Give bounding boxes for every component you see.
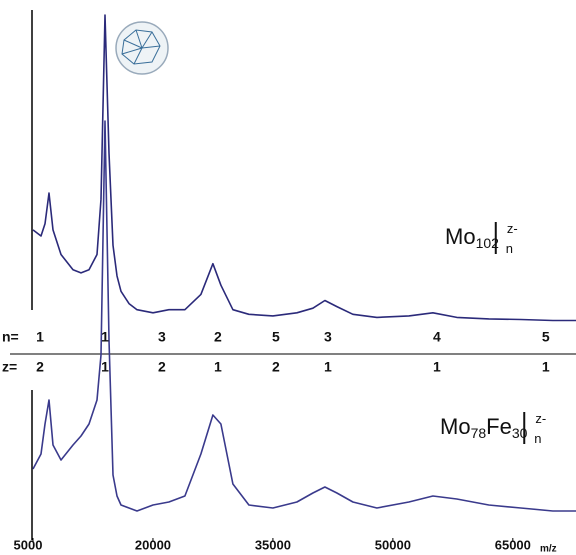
z-label: 2	[272, 359, 280, 375]
n-label: 4	[433, 329, 441, 345]
spectrum-line	[32, 14, 576, 322]
formula-part: Mo	[440, 414, 471, 439]
z-row-label: z=	[2, 359, 17, 375]
x-tick-label: 35000	[255, 537, 291, 552]
n-row-label: n=	[2, 329, 19, 345]
z-label: 1	[101, 359, 109, 375]
x-tick-label: 65000	[495, 537, 531, 552]
formula-label: Mo78Fe30z-n	[440, 411, 546, 446]
n-label: 5	[272, 329, 280, 345]
z-label: 2	[36, 359, 44, 375]
z-label: 1	[433, 359, 441, 375]
z-label: 1	[324, 359, 332, 375]
formula-part: 102	[476, 235, 500, 251]
n-label: 2	[214, 329, 222, 345]
z-label: 2	[158, 359, 166, 375]
n-label: 5	[542, 329, 550, 345]
x-tick-label: 50000	[375, 537, 411, 552]
formula-part: 78	[471, 425, 487, 441]
spectrum-line	[32, 120, 576, 512]
formula-part: Fe	[486, 414, 512, 439]
formula-part: z-	[535, 411, 546, 426]
z-label: 1	[214, 359, 222, 375]
z-label: 1	[542, 359, 550, 375]
formula-part: n	[534, 431, 541, 446]
n-label: 1	[36, 329, 44, 345]
x-tick-label: 20000	[135, 537, 171, 552]
formula-part: z-	[507, 221, 518, 236]
formula-part: Mo	[445, 224, 476, 249]
n-label: 3	[158, 329, 166, 345]
n-label: 1	[101, 329, 109, 345]
cluster-icon	[115, 21, 169, 75]
x-axis-label: m/z	[540, 544, 557, 555]
formula-part: n	[506, 241, 513, 256]
x-tick-label: 5000	[14, 537, 43, 552]
n-label: 3	[324, 329, 332, 345]
formula-label: Mo102 z-n	[445, 221, 518, 256]
